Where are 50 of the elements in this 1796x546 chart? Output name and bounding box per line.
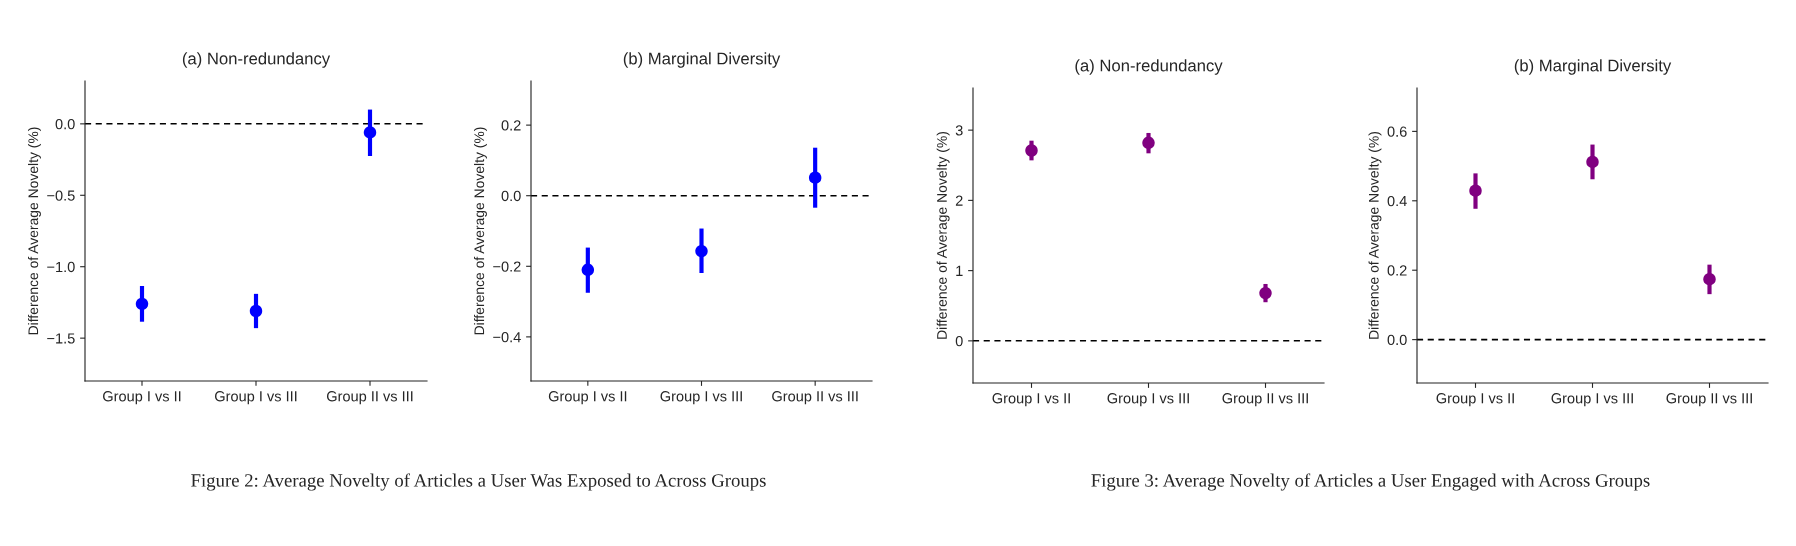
- y-tick-label: 0.0: [501, 190, 521, 202]
- chart-title: (a) Non-redundancy: [182, 52, 331, 68]
- caption: Figure 2: Average Novelty of Articles a User Was Exposed to Across Groups: [191, 473, 766, 491]
- y-axis-title: Difference of Average Novelty (%): [27, 127, 41, 335]
- point: [1259, 286, 1272, 300]
- y-axis-title: Difference of Average Novelty (%): [473, 127, 487, 335]
- x-tick-label: Group II vs III: [1666, 393, 1752, 407]
- y-tick-label: 0.6: [1387, 126, 1407, 137]
- caption: Figure 3: Average Novelty of Articles a User Engaged with Across Groups: [1091, 473, 1650, 491]
- y-tick-label: −0.2: [493, 261, 521, 272]
- point: [581, 263, 595, 277]
- x-tick-label: Group II vs III: [1222, 393, 1308, 407]
- point: [363, 126, 377, 139]
- x-tick-label: Group I vs II: [1436, 393, 1514, 407]
- y-tick-label: −1.0: [47, 261, 75, 273]
- y-axis-title: Difference of Average Novelty (%): [936, 132, 950, 339]
- y-tick-label: 0: [955, 335, 963, 347]
- y-tick-label: 0.2: [1387, 265, 1407, 276]
- y-tick-label: −0.5: [47, 190, 75, 201]
- point: [1025, 144, 1038, 157]
- x-tick-label: Group I vs II: [103, 391, 181, 405]
- y-tick-label: 0.4: [1387, 195, 1407, 207]
- point: [249, 304, 263, 318]
- chart-title: (a) Non-redundancy: [1075, 59, 1223, 75]
- chart-title: (b) Marginal Diversity: [623, 52, 781, 68]
- point: [1586, 155, 1599, 169]
- x-tick-label: Group II vs III: [772, 391, 858, 405]
- point: [808, 171, 822, 184]
- x-tick-label: Group II vs III: [326, 391, 413, 405]
- y-tick-label: −1.5: [47, 333, 75, 344]
- y-tick-label: 0.0: [55, 118, 75, 130]
- y-tick-label: 0.2: [501, 120, 521, 131]
- point: [135, 297, 149, 311]
- point: [695, 244, 708, 258]
- point: [1469, 184, 1482, 197]
- y-tick-label: 1: [956, 265, 963, 276]
- point: [1703, 273, 1716, 286]
- chart-title: (b) Marginal Diversity: [1514, 59, 1672, 75]
- x-tick-label: Group I vs III: [1551, 393, 1633, 407]
- x-tick-label: Group I vs II: [992, 393, 1070, 407]
- x-tick-label: Group I vs III: [660, 391, 742, 405]
- y-tick-label: −0.4: [493, 331, 521, 343]
- y-axis-title: Difference of Average Novelty (%): [1368, 132, 1382, 339]
- point: [1142, 136, 1155, 149]
- y-tick-label: 3: [955, 125, 963, 136]
- x-tick-label: Group I vs II: [548, 391, 627, 405]
- x-tick-label: Group I vs III: [1107, 393, 1189, 407]
- x-tick-label: Group I vs III: [215, 391, 297, 405]
- y-tick-label: 0.0: [1387, 334, 1407, 346]
- y-tick-label: 2: [955, 195, 963, 206]
